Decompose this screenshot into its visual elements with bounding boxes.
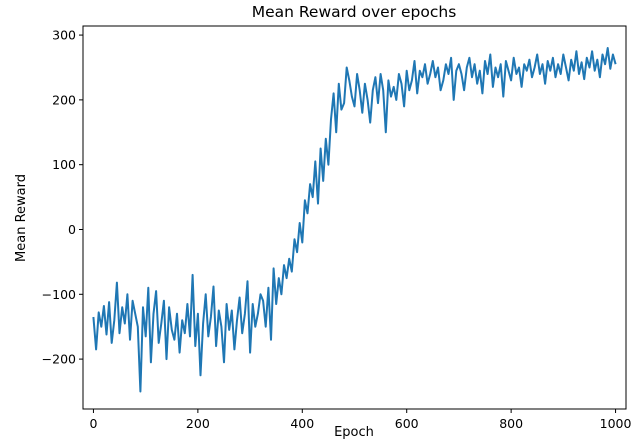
y-tick-label: −200 <box>42 352 76 367</box>
series-line-0 <box>92 47 617 393</box>
y-tick-label: −100 <box>42 287 76 302</box>
x-tick-label: 800 <box>499 416 523 431</box>
chart-title: Mean Reward over epochs <box>252 3 457 21</box>
y-axis-label: Mean Reward <box>14 174 29 262</box>
x-tick-label: 0 <box>89 416 97 431</box>
x-axis-label: Epoch <box>334 425 374 439</box>
x-tick-label: 1000 <box>600 416 632 431</box>
x-tick-label: 400 <box>290 416 314 431</box>
y-tick-label: 300 <box>52 28 76 43</box>
y-tick-label: 200 <box>52 92 76 107</box>
x-tick-label: 600 <box>395 416 419 431</box>
y-tick-label: 0 <box>68 222 76 237</box>
y-tick-label: 100 <box>52 157 76 172</box>
x-tick-label: 200 <box>186 416 210 431</box>
plot-frame <box>82 25 627 410</box>
